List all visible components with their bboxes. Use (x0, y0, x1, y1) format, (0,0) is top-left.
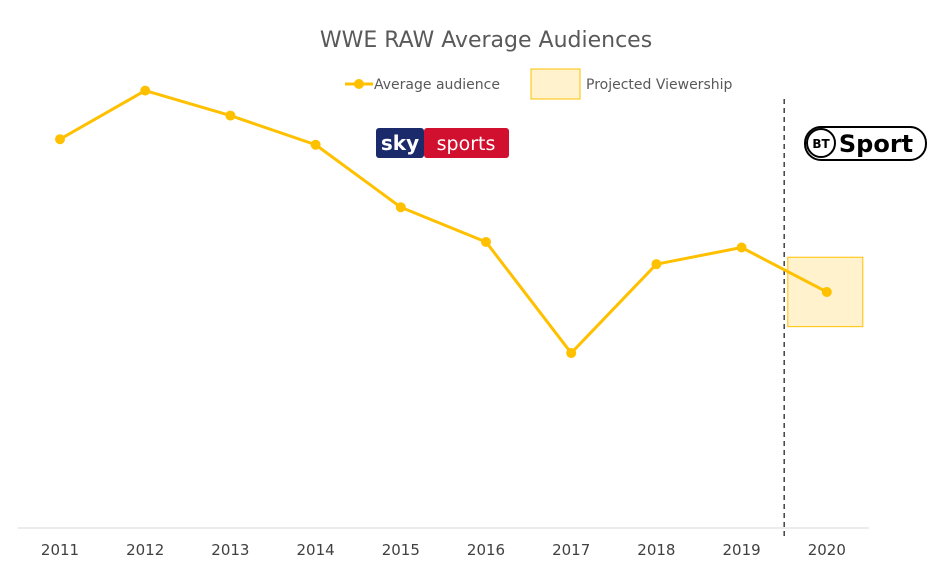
legend-projection-swatch (530, 68, 581, 100)
x-tick-label-2019: 2019 (723, 541, 761, 559)
x-tick-label-2016: 2016 (467, 541, 505, 559)
x-tick-label-2015: 2015 (382, 541, 420, 559)
data-point-2016 (481, 236, 491, 247)
legend-label-projection: Projected Viewership (586, 77, 732, 93)
data-point-2020 (821, 286, 832, 297)
data-point-2014 (310, 139, 321, 150)
series-line-0 (59, 89, 828, 355)
x-tick-label-2020: 2020 (808, 541, 846, 559)
x-tick-label-2011: 2011 (41, 541, 79, 559)
chart-title: WWE RAW Average Audiences (320, 28, 652, 53)
sports-logo-text: sports (437, 133, 496, 155)
sky-sports-logo: sky sports (376, 128, 509, 158)
x-tick-label-2013: 2013 (211, 541, 249, 559)
x-tick-label-2012: 2012 (126, 541, 164, 559)
data-point-2015 (395, 202, 406, 213)
x-tick-label-2014: 2014 (297, 541, 335, 559)
plot-area: 2011 2012 2013 2014 2015 2016 2017 2018 2019 2020 (18, 85, 869, 559)
bt-badge-text: BT (812, 137, 830, 151)
data-point-2011 (55, 134, 65, 145)
legend: Average audience Projected Viewership (345, 68, 732, 100)
data-point-2017 (566, 348, 577, 359)
x-tick-label-2017: 2017 (552, 541, 590, 559)
sky-logo-text: sky (381, 131, 419, 155)
data-point-2013 (225, 110, 236, 121)
bt-sport-logo: BT Sport (804, 126, 927, 161)
data-point-2012 (140, 85, 151, 96)
data-point-2018 (651, 259, 662, 270)
sport-logo-text: Sport (839, 130, 913, 158)
legend-marker-swatch (354, 79, 364, 89)
data-point-2019 (736, 242, 747, 253)
legend-label-series: Average audience (374, 77, 500, 93)
x-tick-label-2018: 2018 (637, 541, 675, 559)
